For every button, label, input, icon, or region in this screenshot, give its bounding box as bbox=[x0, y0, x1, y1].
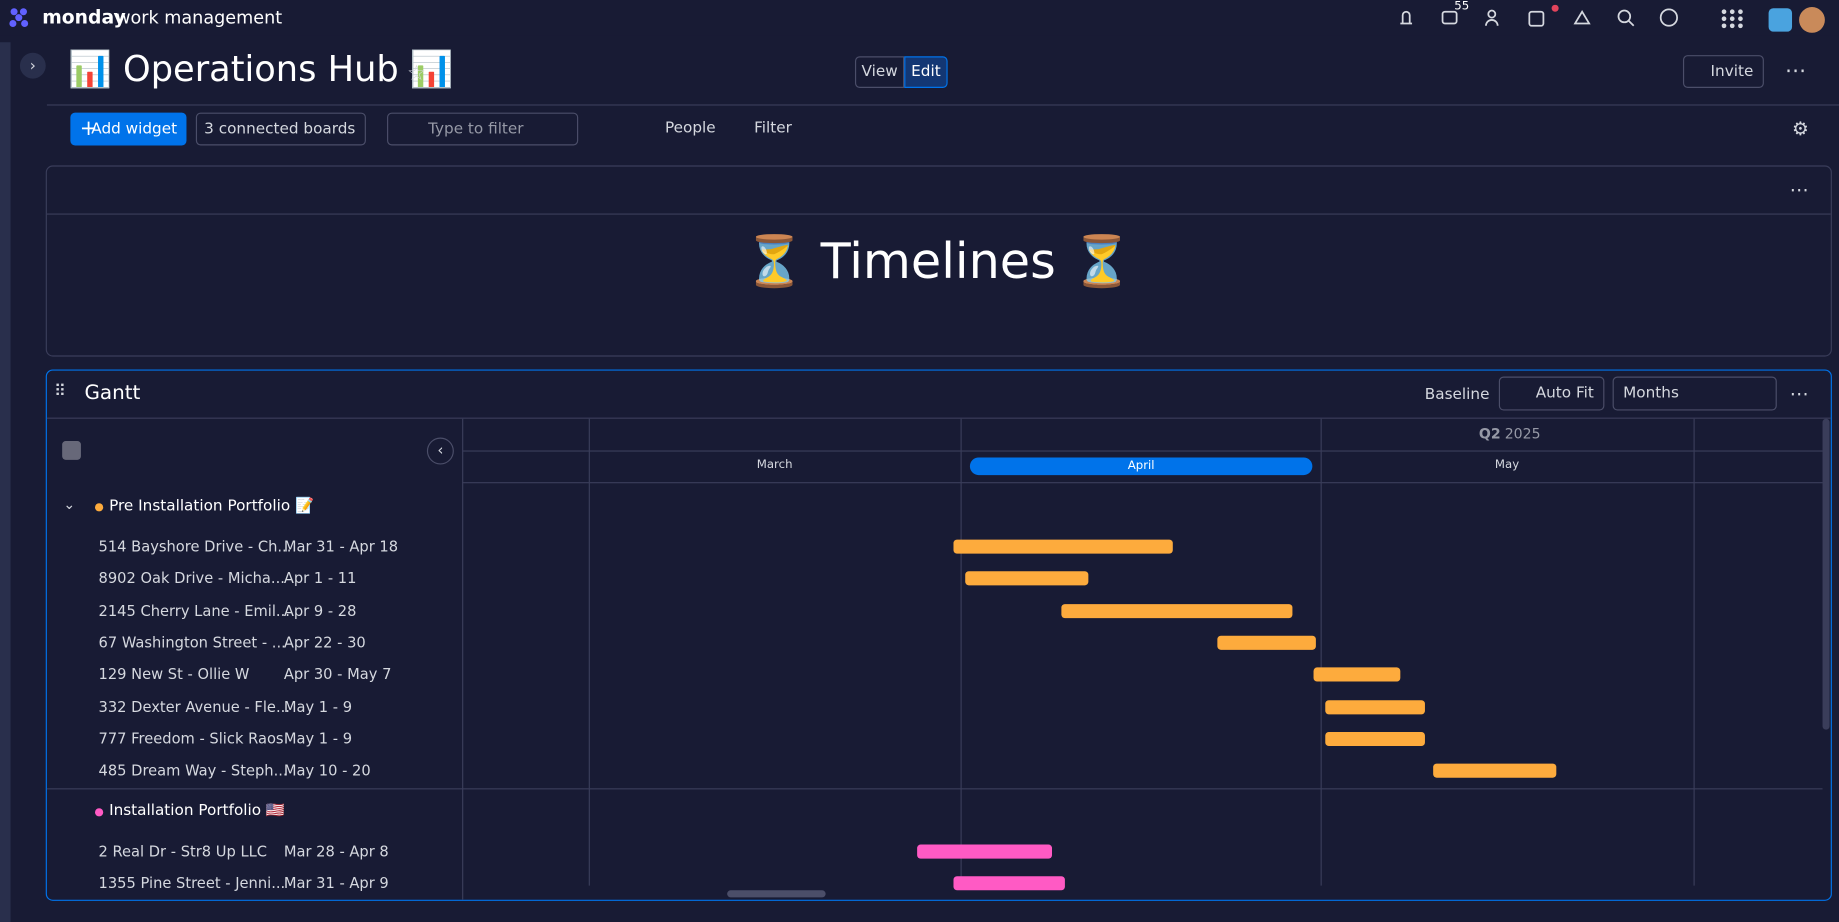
logo bbox=[9, 8, 29, 27]
divider bbox=[46, 104, 1839, 106]
add-widget-button[interactable]: Add widget bbox=[70, 112, 187, 146]
collapse-panel[interactable]: ‹ bbox=[426, 437, 454, 465]
people-button[interactable]: People bbox=[664, 119, 716, 138]
drag-handle[interactable]: ⠿ bbox=[53, 382, 66, 402]
year: 2025 bbox=[1504, 425, 1541, 443]
quarter: Q2 bbox=[1478, 425, 1501, 443]
item-name: 2145 Cherry Lane - Emil... bbox=[98, 601, 290, 620]
divider bbox=[46, 417, 1831, 419]
zoom-select[interactable]: Months bbox=[1612, 376, 1777, 411]
month-line bbox=[1693, 418, 1695, 886]
gantt-menu[interactable]: ⋯ bbox=[1789, 382, 1809, 405]
gantt-bar[interactable] bbox=[953, 876, 1065, 891]
item-name: 777 Freedom - Slick Raos bbox=[98, 729, 284, 748]
gantt-bar[interactable] bbox=[1313, 667, 1401, 682]
item-name: 514 Bayshore Drive - Ch... bbox=[98, 537, 292, 555]
item-dates: May 1 - 9 bbox=[283, 729, 353, 748]
item-dates: Apr 9 - 28 bbox=[283, 601, 357, 620]
item-name: 8902 Oak Drive - Micha... bbox=[98, 568, 285, 587]
widget-menu[interactable]: ⋯ bbox=[1789, 178, 1809, 201]
gantt-bar[interactable] bbox=[1433, 763, 1557, 778]
divider bbox=[462, 418, 464, 900]
top-bar bbox=[0, 0, 1839, 36]
item-dates: Mar 31 - Apr 9 bbox=[283, 873, 389, 892]
product: work management bbox=[116, 7, 283, 29]
favorite[interactable]: ☆ bbox=[406, 60, 426, 86]
gantt-bar[interactable] bbox=[953, 539, 1173, 554]
item-dates: Apr 1 - 11 bbox=[283, 568, 357, 587]
brand: monday bbox=[42, 5, 126, 29]
gantt-bar[interactable] bbox=[1325, 731, 1425, 747]
gantt-bar[interactable] bbox=[917, 844, 1053, 859]
edit-button[interactable]: Edit bbox=[904, 56, 948, 88]
item-dates: Apr 30 - May 7 bbox=[283, 665, 392, 683]
item-dates: Apr 22 - 30 bbox=[283, 633, 366, 652]
group-dot bbox=[94, 808, 104, 817]
item-dates: May 10 - 20 bbox=[283, 761, 371, 779]
group-dot bbox=[94, 503, 104, 512]
divider bbox=[46, 213, 1831, 215]
month-label: May bbox=[1494, 458, 1520, 472]
plus-icon: + bbox=[79, 116, 98, 141]
auto-fit-button[interactable]: Auto Fit bbox=[1498, 376, 1605, 411]
divider bbox=[462, 482, 1823, 484]
more-menu[interactable]: ⋯ bbox=[1785, 58, 1807, 84]
gantt-title: Gantt bbox=[84, 381, 141, 405]
invite-button[interactable]: Invite bbox=[1682, 55, 1764, 88]
month-label-current: April bbox=[969, 457, 1313, 476]
item-name: 67 Washington Street - ... bbox=[98, 633, 286, 652]
widget-title: ⏳ Timelines ⏳ bbox=[743, 232, 1133, 290]
item-name: 129 New St - Ollie W bbox=[98, 665, 250, 683]
filter-input[interactable]: Type to filter bbox=[387, 112, 579, 146]
divider bbox=[46, 788, 1823, 790]
item-name: 485 Dream Way - Steph... bbox=[98, 761, 288, 779]
gantt-bar[interactable] bbox=[965, 571, 1089, 586]
collapse-all[interactable] bbox=[62, 441, 81, 460]
dashboard-title: 📊 Operations Hub 📊 bbox=[68, 49, 454, 91]
expand-nav[interactable]: › bbox=[19, 52, 46, 79]
connected-boards-button[interactable]: 3 connected boards bbox=[195, 112, 366, 146]
item-dates: Mar 31 - Apr 18 bbox=[283, 537, 399, 555]
gantt-widget bbox=[45, 369, 1832, 901]
left-rail bbox=[0, 42, 11, 922]
item-name: 1355 Pine Street - Jenni... bbox=[98, 873, 286, 892]
scrollbar[interactable] bbox=[1822, 418, 1830, 730]
group-toggle: ⌄ bbox=[63, 496, 76, 513]
item-dates: Mar 28 - Apr 8 bbox=[283, 842, 389, 860]
notification-count: 55 bbox=[1454, 0, 1470, 13]
month-line bbox=[1320, 418, 1322, 886]
divider bbox=[462, 450, 1823, 452]
item-name: 2 Real Dr - Str8 Up LLC bbox=[98, 842, 268, 860]
top-icons bbox=[1400, 4, 1825, 33]
filter-button[interactable]: Filter bbox=[754, 119, 792, 138]
item-name: 332 Dexter Avenue - Fle... bbox=[98, 697, 290, 716]
month-label: March bbox=[756, 458, 793, 472]
month-line bbox=[960, 418, 962, 886]
scrollbar[interactable] bbox=[727, 890, 826, 898]
gantt-bar[interactable] bbox=[1061, 604, 1293, 619]
item-dates: May 1 - 9 bbox=[283, 697, 353, 716]
baseline-button[interactable]: Baseline bbox=[1424, 385, 1490, 403]
gantt-bar[interactable] bbox=[1325, 700, 1425, 715]
view-button[interactable]: View bbox=[854, 56, 905, 88]
settings[interactable]: ⚙ bbox=[1792, 117, 1809, 140]
group-name: Installation Portfolio 🇺🇸 bbox=[109, 802, 285, 820]
gantt-bar[interactable] bbox=[1217, 635, 1316, 650]
group-name: Pre Installation Portfolio 📝 bbox=[109, 497, 314, 515]
month-line bbox=[588, 418, 590, 886]
text-widget bbox=[45, 165, 1832, 357]
